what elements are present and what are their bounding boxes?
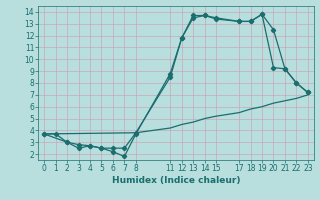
- X-axis label: Humidex (Indice chaleur): Humidex (Indice chaleur): [112, 176, 240, 185]
